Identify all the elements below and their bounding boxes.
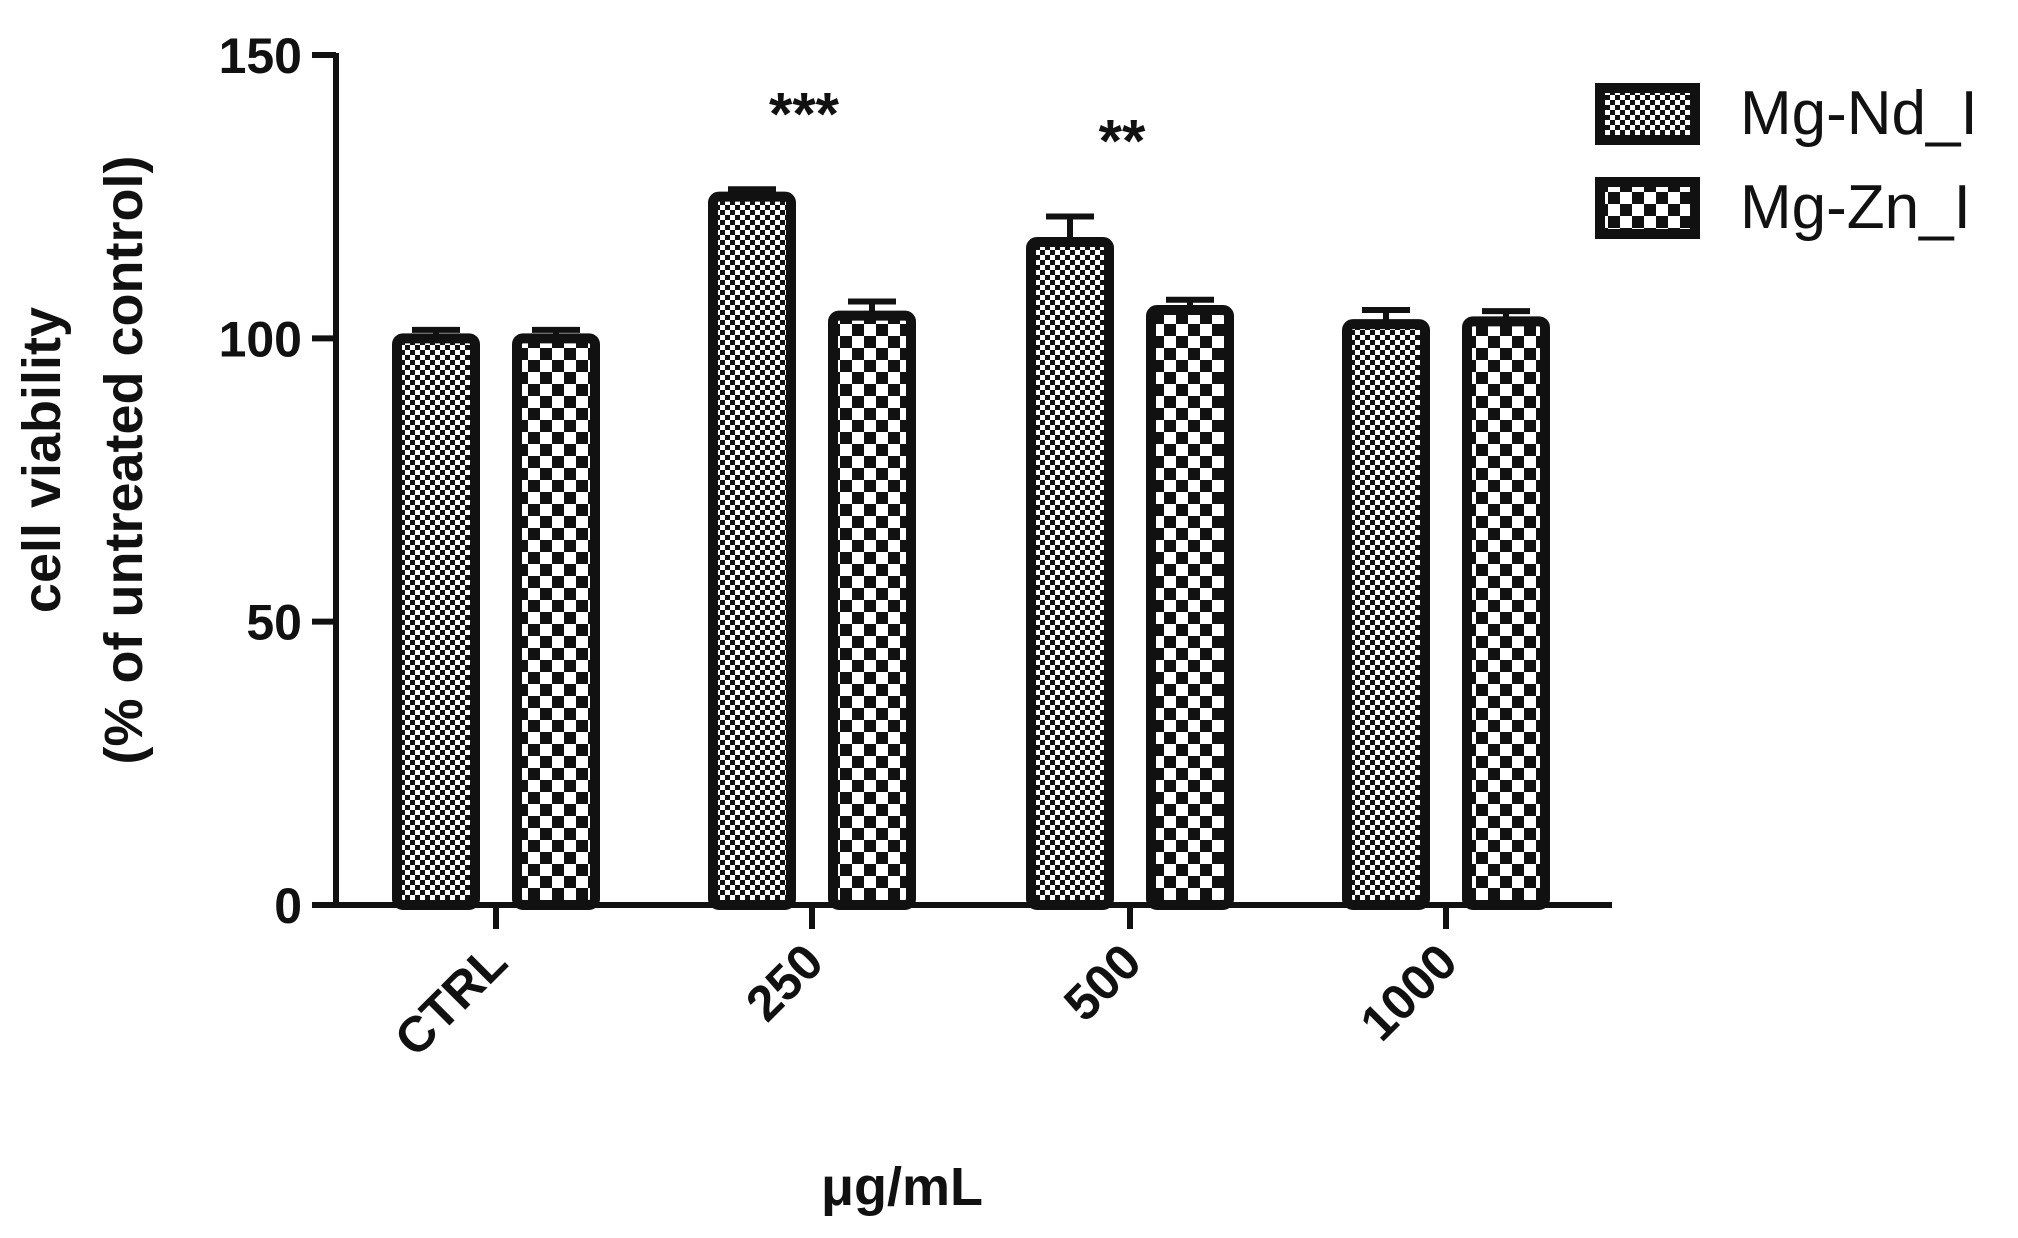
y-axis-title-line-2: (% of untreated control) [94, 156, 154, 765]
x-tick-label-250: 250 [735, 933, 834, 1032]
bar-Mg-Nd_I-1000 [1342, 319, 1430, 910]
legend-swatch-Mg-Zn_I [1595, 177, 1700, 239]
y-tick-label-50: 50 [246, 595, 302, 651]
bar-Mg-Zn_I-1000 [1462, 316, 1550, 911]
y-axis: 0 50 100 150 [219, 28, 339, 934]
y-axis-title-line-1: cell viability [12, 307, 72, 613]
x-axis: CTRL 250 500 1000 [333, 902, 1612, 1067]
bar-Mg-Nd_I-CTRL [392, 333, 480, 911]
significance-500: ** [1099, 108, 1146, 175]
legend-swatch-Mg-Nd_I [1595, 83, 1700, 145]
bar-Mg-Zn_I-CTRL [512, 333, 600, 911]
x-tick-label-CTRL: CTRL [384, 933, 518, 1067]
x-tick-label-1000: 1000 [1350, 933, 1468, 1051]
significance-annotations: *** ** [769, 80, 1146, 174]
x-axis-title: μg/mL [821, 1157, 983, 1217]
legend-label-Mg-Nd_I: Mg-Nd_I [1740, 79, 1978, 148]
y-tick-label-0: 0 [274, 878, 302, 934]
bar-Mg-Nd_I-250 [708, 191, 796, 910]
y-tick-label-100: 100 [219, 311, 302, 367]
bars-group [392, 186, 1550, 911]
bar-Mg-Nd_I-500 [1026, 237, 1114, 910]
bar-Mg-Zn_I-250 [828, 310, 916, 910]
x-tick-label-500: 500 [1053, 933, 1152, 1032]
y-tick-label-150: 150 [219, 28, 302, 84]
legend-label-Mg-Zn_I: Mg-Zn_I [1740, 173, 1971, 242]
legend: Mg-Nd_I Mg-Zn_I [1595, 79, 1978, 242]
significance-250: *** [769, 80, 840, 147]
bar-Mg-Zn_I-500 [1146, 305, 1234, 910]
y-axis-title: cell viability (% of untreated control) [12, 156, 154, 765]
